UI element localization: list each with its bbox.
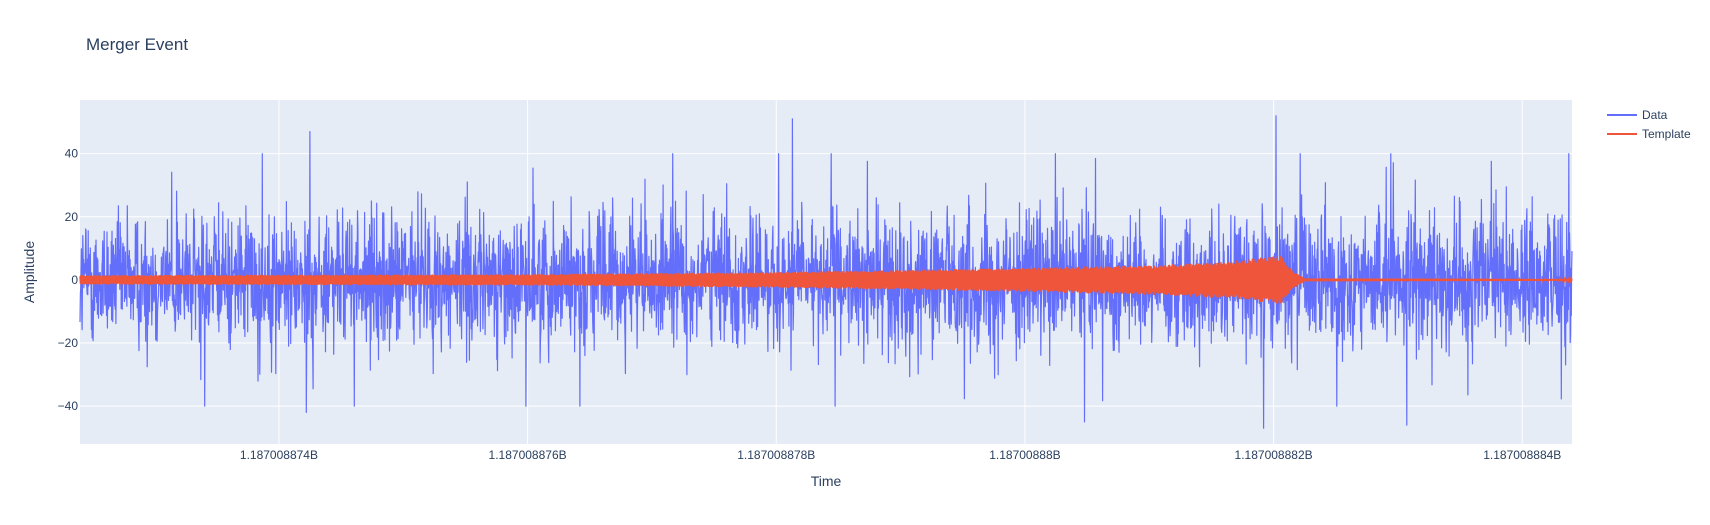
legend-item[interactable]: Data (1607, 108, 1668, 122)
x-tick-label: 1.18700888B (989, 448, 1060, 462)
series-layer (79, 115, 1573, 429)
x-tick-label: 1.187008876B (489, 448, 567, 462)
y-tick-label: 0 (71, 273, 78, 287)
y-axis-ticks: −40 −20 0 20 40 (58, 147, 79, 413)
y-tick-label: −20 (58, 336, 79, 350)
chart-title: Merger Event (86, 35, 188, 54)
x-tick-label: 1.187008884B (1483, 448, 1561, 462)
x-axis-title: Time (811, 473, 842, 489)
y-tick-label: 20 (65, 210, 79, 224)
x-tick-label: 1.187008878B (737, 448, 815, 462)
legend[interactable]: Data Template (1607, 108, 1691, 141)
x-tick-label: 1.187008882B (1235, 448, 1313, 462)
series-data-line (79, 115, 1573, 429)
x-axis-ticks: 1.187008874B 1.187008876B 1.187008878B 1.18… (240, 448, 1561, 462)
y-tick-label: 40 (65, 147, 79, 161)
y-axis-title: Amplitude (21, 241, 37, 303)
legend-item[interactable]: Template (1607, 127, 1691, 141)
y-tick-label: −40 (58, 399, 79, 413)
series-template-line (79, 255, 1573, 304)
x-tick-label: 1.187008874B (240, 448, 318, 462)
legend-label: Template (1642, 127, 1691, 141)
legend-label: Data (1642, 108, 1668, 122)
